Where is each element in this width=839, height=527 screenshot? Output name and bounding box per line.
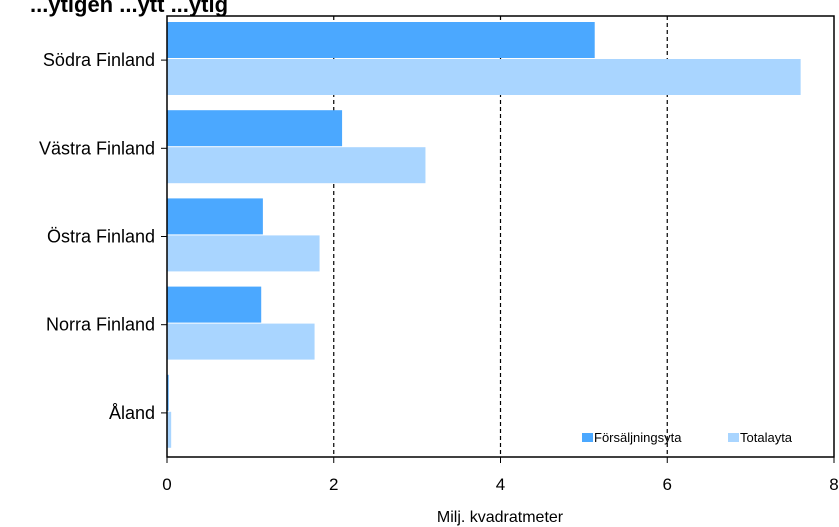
bar-vastra-finland-totalayta: [167, 147, 426, 184]
bar-sodra-finland-totalayta: [167, 59, 801, 95]
category-label-sodra-finland: Södra Finland: [43, 50, 155, 70]
x-tick-label-2: 2: [329, 475, 338, 494]
category-label-ostra-finland: Östra Finland: [47, 227, 155, 247]
category-label-vastra-finland: Västra Finland: [39, 138, 155, 158]
bar-ostra-finland-totalayta: [167, 235, 320, 272]
x-tick-label-6: 6: [663, 475, 672, 494]
legend: Försäljningsyta Totalayta: [582, 430, 793, 445]
legend-label-totalayta: Totalayta: [740, 430, 793, 445]
x-tick-label-4: 4: [496, 475, 505, 494]
bar-norra-finland-totalayta: [167, 323, 315, 360]
x-axis-title: Milj. kvadratmeter: [437, 509, 564, 526]
x-tick-label-8: 8: [829, 475, 838, 494]
bar-norra-finland-forsaljningsyta: [167, 286, 262, 323]
x-ticks: 0 2 4 6 8: [162, 457, 839, 494]
bar-sodra-finland-forsaljningsyta: [167, 22, 595, 58]
category-label-norra-finland: Norra Finland: [46, 315, 155, 335]
bar-aland-forsaljningsyta: [167, 374, 169, 411]
x-tick-label-0: 0: [162, 475, 171, 494]
bar-ostra-finland-forsaljningsyta: [167, 198, 263, 235]
category-label-aland: Åland: [109, 403, 155, 423]
legend-swatch-forsaljningsyta: [582, 433, 593, 442]
bar-aland-totalayta: [167, 411, 172, 448]
legend-swatch-totalayta: [728, 433, 739, 442]
category-labels: Södra Finland Västra Finland Östra Finland…: [39, 50, 167, 423]
legend-label-forsaljningsyta: Försäljningsyta: [594, 430, 682, 445]
chart-title: ...ytigen ...ytt ...ytig: [30, 0, 228, 17]
bar-vastra-finland-forsaljningsyta: [167, 110, 343, 147]
bars: [167, 22, 801, 448]
